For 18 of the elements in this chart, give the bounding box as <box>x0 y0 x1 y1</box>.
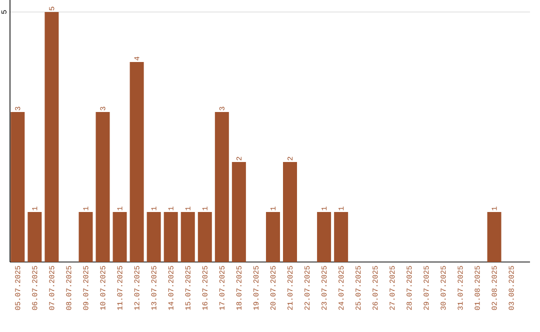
bar <box>283 162 298 262</box>
bar <box>334 212 348 262</box>
bar <box>232 162 246 262</box>
bar <box>214 112 229 262</box>
bar <box>266 212 280 262</box>
bar <box>96 112 110 262</box>
bar <box>130 62 144 262</box>
bar <box>78 212 93 262</box>
bar <box>10 112 25 262</box>
bar <box>44 12 59 262</box>
bar <box>198 212 212 262</box>
bar <box>28 212 42 262</box>
bar <box>487 212 502 262</box>
bar <box>146 212 161 262</box>
bar <box>317 212 332 262</box>
bar <box>180 212 195 262</box>
bar <box>112 212 127 262</box>
bar <box>164 212 178 262</box>
